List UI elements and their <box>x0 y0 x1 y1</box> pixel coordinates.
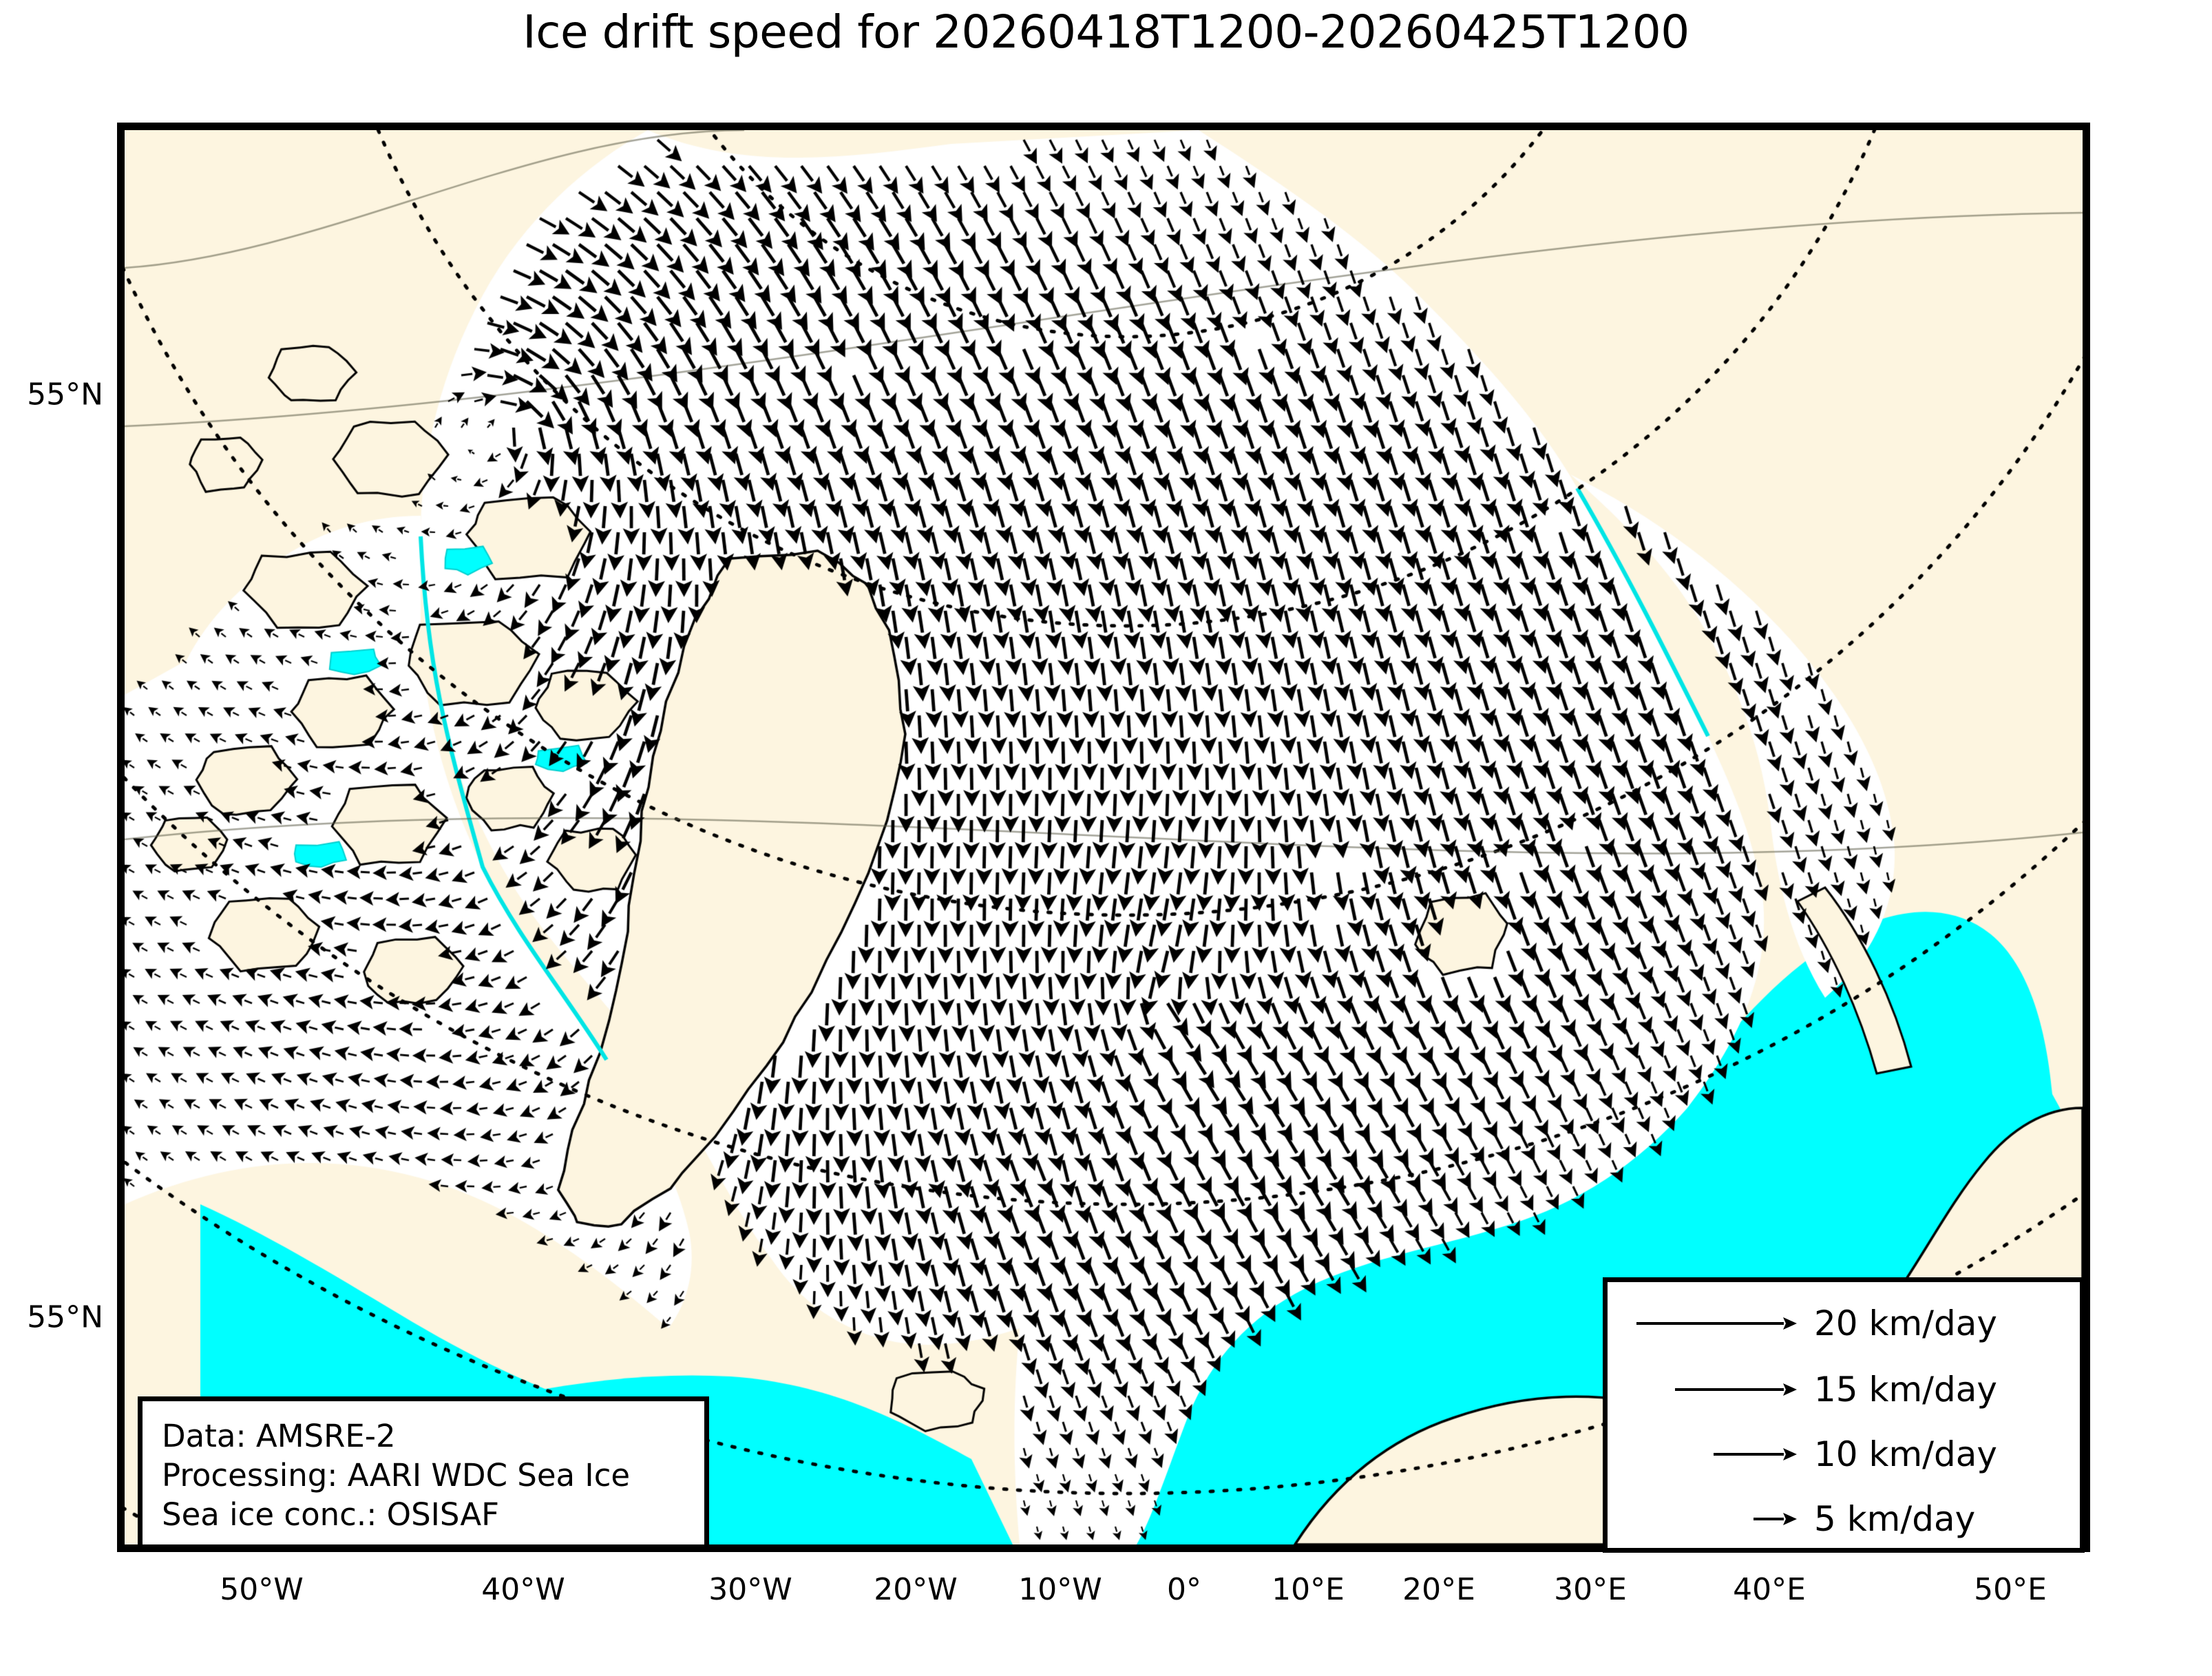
longitude-tick-label: 10°E <box>1272 1572 1345 1607</box>
latitude-tick-label: 55°N <box>27 377 103 412</box>
attribution-data-line: Data: AMSRE-2 <box>162 1418 396 1454</box>
attribution-box: Data: AMSRE-2 Processing: AARI WDC Sea I… <box>138 1396 709 1549</box>
legend-label: 10 km/day <box>1814 1434 1997 1474</box>
longitude-tick-label: 50°E <box>1974 1572 2047 1607</box>
longitude-tick-label: 50°W <box>220 1572 304 1607</box>
legend-arrow-icon <box>1608 1356 1814 1423</box>
longitude-tick-label: 40°W <box>481 1572 565 1607</box>
longitude-tick-label: 0° <box>1167 1572 1201 1607</box>
longitude-tick-label: 20°W <box>874 1572 958 1607</box>
legend-label: 15 km/day <box>1814 1370 1997 1410</box>
legend-entry: 15 km/day <box>1608 1356 2080 1423</box>
legend-arrow-icon <box>1608 1290 1814 1356</box>
legend-arrow-icon <box>1608 1421 1814 1487</box>
longitude-tick-label: 40°E <box>1733 1572 1806 1607</box>
longitude-tick-label: 20°E <box>1402 1572 1475 1607</box>
longitude-tick-label: 30°E <box>1554 1572 1627 1607</box>
attribution-processing-line: Processing: AARI WDC Sea Ice <box>162 1457 631 1494</box>
legend-entry: 5 km/day <box>1608 1486 2080 1552</box>
longitude-tick-label: 10°W <box>1018 1572 1102 1607</box>
attribution-concentration-line: Sea ice conc.: OSISAF <box>162 1496 499 1533</box>
longitude-tick-label: 30°W <box>708 1572 792 1607</box>
latitude-tick-label: 55°N <box>27 1299 103 1335</box>
page-title: Ice drift speed for 20260418T1200-202604… <box>523 6 1689 59</box>
legend-label: 5 km/day <box>1814 1499 1976 1539</box>
map-frame[interactable] <box>117 123 2090 1552</box>
legend-label: 20 km/day <box>1814 1303 1997 1343</box>
legend-entry: 10 km/day <box>1608 1421 2080 1487</box>
speed-scale-legend: 20 km/day 15 km/day 10 km/day 5 km/day <box>1603 1277 2085 1553</box>
legend-entry: 20 km/day <box>1608 1290 2080 1356</box>
legend-arrow-icon <box>1608 1486 1814 1552</box>
